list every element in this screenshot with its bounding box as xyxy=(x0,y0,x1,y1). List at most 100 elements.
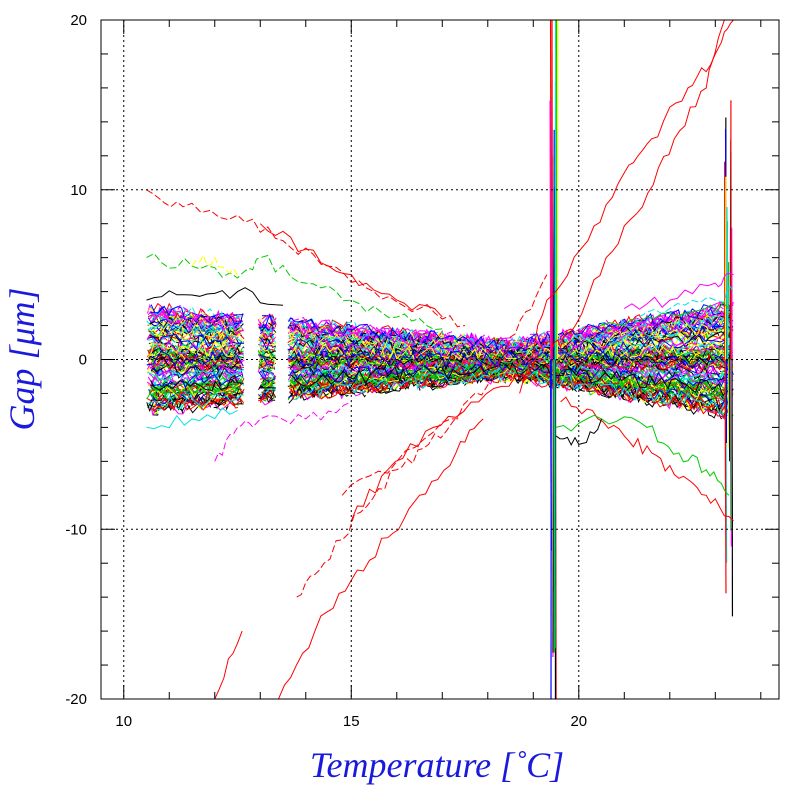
bundle-trace-104 xyxy=(292,310,733,353)
bundle-trace-112 xyxy=(293,315,732,355)
bundle-trace-97 xyxy=(151,323,243,338)
bundle-trace-127 xyxy=(288,353,731,372)
bundle-trace-36 xyxy=(258,339,274,347)
outlier-series-6 xyxy=(278,418,484,699)
spike-trace-1-23 xyxy=(729,359,732,531)
outlier-series-2 xyxy=(551,20,725,352)
bundle-trace-115 xyxy=(150,305,244,325)
bundle-trace-116 xyxy=(288,357,732,385)
bundle-trace-119 xyxy=(147,354,241,370)
outlier-series-11 xyxy=(555,414,730,496)
bundle-trace-109 xyxy=(260,325,273,337)
bundle-trace-95 xyxy=(150,312,242,332)
spike-trace-0-17 xyxy=(549,359,552,551)
bundle-trace-121 xyxy=(151,379,244,398)
bundle-trace-127 xyxy=(148,356,243,372)
bundle-trace-126 xyxy=(150,374,244,391)
y-tick-label: 10 xyxy=(70,182,87,199)
spike-trace-0-12 xyxy=(549,100,552,360)
x-tick-label: 20 xyxy=(570,713,587,730)
bundle-trace-66 xyxy=(152,360,244,378)
bundle-trace-113 xyxy=(291,366,731,418)
bundle-trace-101 xyxy=(257,386,271,400)
bundle-trace-70 xyxy=(258,349,277,360)
spike-trace-0-23 xyxy=(553,359,556,653)
y-tick-label: -10 xyxy=(65,521,87,538)
bundle-trace-92 xyxy=(150,398,245,411)
bundle-trace-83 xyxy=(260,339,277,348)
bundle-trace-115 xyxy=(288,304,731,351)
bundle-trace-17 xyxy=(150,304,244,321)
bundle-trace-125 xyxy=(258,344,272,359)
bundle-trace-129 xyxy=(259,354,274,367)
bundle-trace-107 xyxy=(262,375,270,389)
bundle-trace-123 xyxy=(147,392,242,410)
x-tick-label: 15 xyxy=(343,713,360,730)
outlier-series-5 xyxy=(214,630,243,699)
outlier-series-16 xyxy=(624,286,734,328)
outlier-series-4 xyxy=(296,409,466,598)
outlier-series-10 xyxy=(146,252,443,331)
bundle-trace-109 xyxy=(148,321,242,337)
outlier-series-1 xyxy=(341,274,548,496)
outlier-series-8 xyxy=(560,396,734,522)
spike-trace-0-20 xyxy=(556,20,559,360)
bundle-trace-98 xyxy=(263,387,276,400)
bundle-trace-123 xyxy=(261,386,277,393)
bundle-trace-118 xyxy=(263,377,276,389)
y-tick-label: 0 xyxy=(79,352,87,369)
bundle-trace-122 xyxy=(258,371,276,382)
bundle-trace-122 xyxy=(151,373,242,390)
bundle-trace-108 xyxy=(148,333,245,351)
outlier-series-12 xyxy=(601,301,730,326)
tick-labels: 10 15 20 20 10 0 -10 -20 xyxy=(65,12,587,730)
outlier-series-14 xyxy=(624,272,734,310)
tick-marks xyxy=(101,19,779,700)
bundle-trace-117 xyxy=(260,344,275,348)
outlier-series-13 xyxy=(214,401,352,462)
bundle-trace-129 xyxy=(146,349,244,367)
y-axis-title: Gap [μm] xyxy=(2,287,42,430)
bundle-trace-117 xyxy=(149,338,244,356)
bundle-trace-126 xyxy=(290,361,732,397)
bundle-trace-95 xyxy=(290,317,730,354)
plot-content xyxy=(146,20,734,699)
bundle-trace-123 xyxy=(293,367,732,416)
spike-trace-1-15 xyxy=(724,359,727,594)
y-tick-label: -20 xyxy=(65,691,87,708)
bundle-trace-119 xyxy=(262,355,276,359)
bundle-trace-120 xyxy=(260,390,276,400)
bundle-trace-128 xyxy=(290,352,732,371)
bundle-trace-83 xyxy=(292,329,731,359)
bundle-trace-75 xyxy=(150,358,245,375)
outlier-series-9 xyxy=(259,223,443,318)
bundle-trace-32 xyxy=(287,303,733,350)
outlier-series-3 xyxy=(350,342,547,521)
outlier-series-18 xyxy=(555,418,602,446)
bundle-trace-114 xyxy=(257,350,276,363)
bundle-trace-110 xyxy=(264,367,277,378)
bundle-trace-125 xyxy=(150,340,239,358)
bundle-trace-112 xyxy=(262,322,275,331)
spike-trace-1-18 xyxy=(726,207,729,360)
bundle-trace-115 xyxy=(258,313,277,328)
x-axis-title: Temperature [˚C] xyxy=(310,745,564,785)
bundle-trace-79 xyxy=(150,372,243,387)
outlier-series-7 xyxy=(146,189,466,328)
bundle-trace-108 xyxy=(258,336,271,351)
bundle-trace-124 xyxy=(150,313,244,335)
bundle-trace-124 xyxy=(260,327,275,338)
bundle-trace-103 xyxy=(153,309,244,326)
bundle-trace-116 xyxy=(260,368,275,378)
grid-lines xyxy=(101,20,779,699)
bundle-trace-112 xyxy=(149,315,244,333)
bundle-trace-106 xyxy=(292,362,729,399)
x-tick-label: 10 xyxy=(115,713,132,730)
outlier-series-17 xyxy=(146,287,284,306)
outlier-series-19 xyxy=(191,254,238,275)
bundle-trace-124 xyxy=(289,311,731,357)
bundle-trace-40 xyxy=(293,304,731,351)
outlier-series-15 xyxy=(146,407,238,430)
y-tick-label: 20 xyxy=(70,12,87,29)
